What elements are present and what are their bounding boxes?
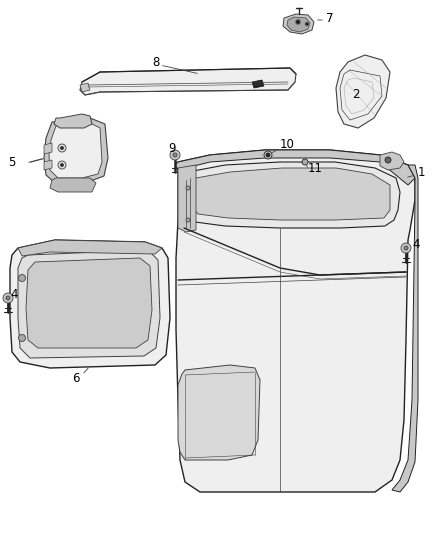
Text: 4: 4	[412, 238, 420, 252]
Polygon shape	[190, 168, 390, 220]
Circle shape	[401, 243, 411, 253]
Circle shape	[302, 159, 308, 165]
Circle shape	[186, 186, 190, 190]
Circle shape	[58, 144, 66, 152]
Text: 2: 2	[352, 87, 360, 101]
Polygon shape	[18, 250, 160, 358]
Polygon shape	[44, 160, 52, 170]
Polygon shape	[283, 14, 314, 34]
Circle shape	[404, 246, 408, 250]
Polygon shape	[392, 165, 418, 492]
Polygon shape	[49, 122, 102, 178]
Circle shape	[170, 150, 180, 160]
Polygon shape	[44, 118, 108, 183]
Circle shape	[58, 161, 66, 169]
Polygon shape	[10, 240, 170, 368]
Text: 1: 1	[418, 166, 425, 179]
Polygon shape	[18, 240, 162, 256]
Text: 5: 5	[8, 157, 15, 169]
Text: 10: 10	[280, 139, 295, 151]
Polygon shape	[80, 68, 296, 95]
Text: 7: 7	[326, 12, 333, 25]
Polygon shape	[380, 152, 404, 170]
Polygon shape	[80, 83, 90, 92]
Circle shape	[266, 153, 270, 157]
Polygon shape	[178, 365, 260, 460]
Polygon shape	[26, 258, 152, 348]
Circle shape	[18, 335, 25, 342]
Polygon shape	[178, 165, 196, 232]
Circle shape	[60, 164, 64, 166]
Circle shape	[264, 151, 272, 159]
Polygon shape	[50, 178, 96, 192]
Circle shape	[385, 157, 391, 163]
Circle shape	[6, 296, 10, 300]
Polygon shape	[44, 143, 52, 154]
Circle shape	[305, 22, 309, 26]
Text: 11: 11	[308, 161, 323, 174]
Polygon shape	[175, 150, 415, 185]
Text: 9: 9	[168, 141, 176, 155]
Polygon shape	[287, 17, 310, 32]
Circle shape	[173, 153, 177, 157]
Polygon shape	[54, 114, 92, 128]
Circle shape	[60, 147, 64, 149]
Circle shape	[296, 20, 300, 25]
Text: 6: 6	[72, 372, 80, 384]
Polygon shape	[176, 150, 415, 492]
Text: 8: 8	[152, 55, 159, 69]
Circle shape	[186, 218, 190, 222]
Circle shape	[18, 274, 25, 281]
Circle shape	[3, 293, 13, 303]
Polygon shape	[252, 80, 264, 88]
Text: 4: 4	[10, 288, 18, 302]
Polygon shape	[183, 162, 400, 228]
Polygon shape	[336, 55, 390, 128]
